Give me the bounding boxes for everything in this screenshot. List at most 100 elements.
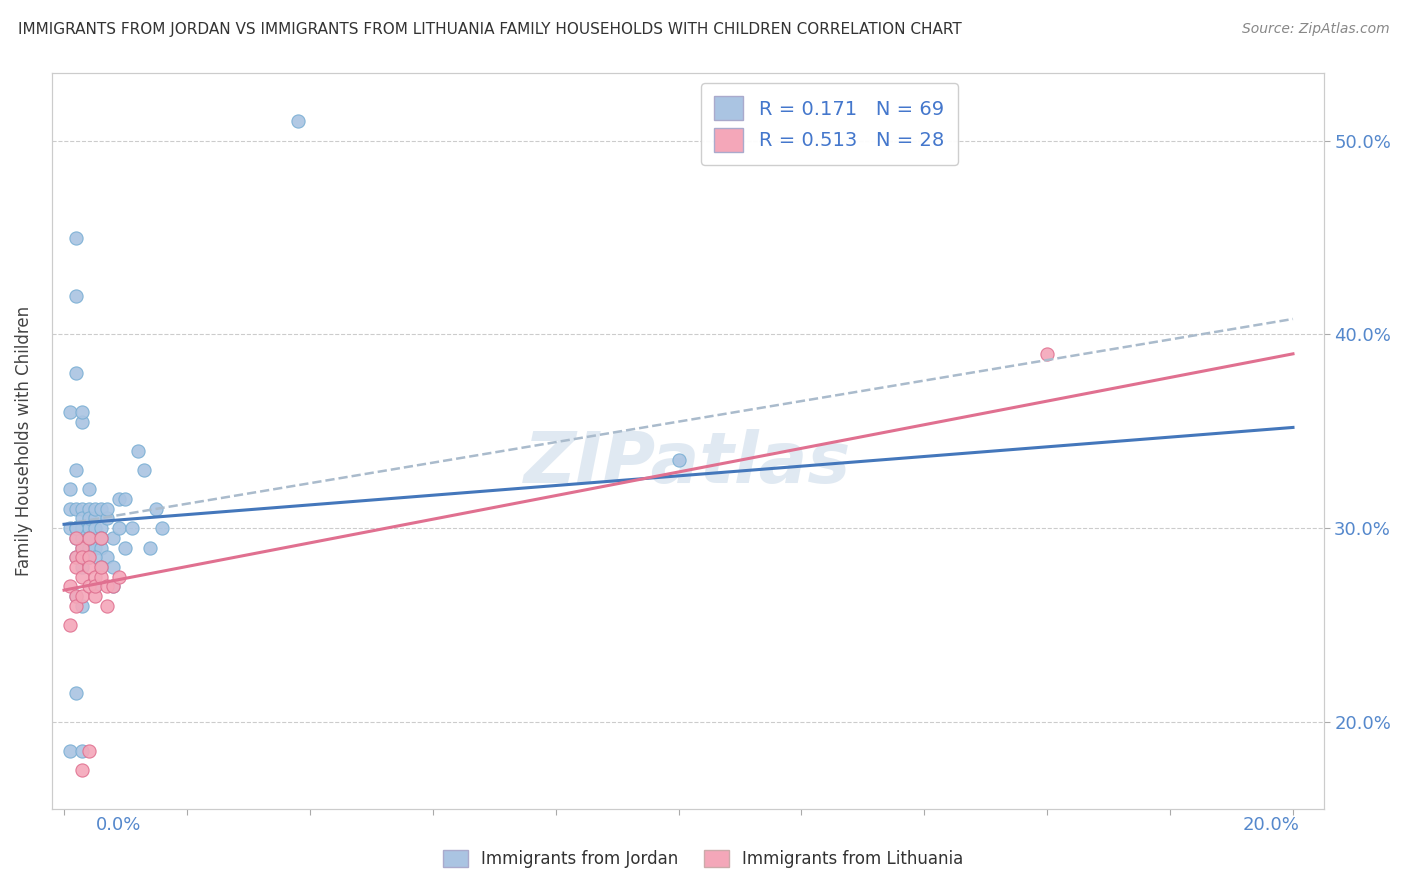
- Point: [83, 501, 105, 516]
- Point: [72, 764, 94, 778]
- Point: [90, 531, 112, 545]
- Point: [103, 579, 125, 593]
- Point: [72, 744, 94, 758]
- Point: [65, 560, 87, 574]
- Point: [65, 531, 87, 545]
- Y-axis label: Family Households with Children: Family Households with Children: [15, 306, 32, 576]
- Point: [83, 579, 105, 593]
- Point: [77, 521, 100, 535]
- Point: [65, 521, 87, 535]
- Point: [65, 686, 87, 700]
- Point: [90, 541, 112, 555]
- Point: [121, 521, 143, 535]
- Point: [1036, 347, 1059, 361]
- Point: [65, 463, 87, 477]
- Point: [150, 521, 173, 535]
- Point: [103, 560, 125, 574]
- Point: [90, 560, 112, 574]
- Point: [668, 453, 690, 467]
- Point: [103, 579, 125, 593]
- Point: [77, 511, 100, 525]
- Point: [59, 501, 82, 516]
- Point: [72, 541, 94, 555]
- Point: [90, 531, 112, 545]
- Point: [65, 589, 87, 603]
- Point: [72, 569, 94, 583]
- Point: [77, 501, 100, 516]
- Point: [65, 289, 87, 303]
- Point: [108, 569, 131, 583]
- Point: [90, 560, 112, 574]
- Point: [65, 521, 87, 535]
- Point: [90, 531, 112, 545]
- Point: [65, 366, 87, 380]
- Point: [108, 492, 131, 507]
- Point: [145, 501, 167, 516]
- Point: [83, 589, 105, 603]
- Point: [72, 501, 94, 516]
- Point: [83, 521, 105, 535]
- Point: [59, 618, 82, 632]
- Point: [287, 114, 309, 128]
- Point: [65, 531, 87, 545]
- Legend: Immigrants from Jordan, Immigrants from Lithuania: Immigrants from Jordan, Immigrants from …: [434, 842, 972, 877]
- Point: [77, 483, 100, 497]
- Point: [65, 599, 87, 613]
- Point: [127, 443, 149, 458]
- Point: [77, 550, 100, 565]
- Point: [90, 569, 112, 583]
- Point: [83, 569, 105, 583]
- Point: [96, 550, 118, 565]
- Point: [77, 560, 100, 574]
- Point: [59, 579, 82, 593]
- Point: [77, 579, 100, 593]
- Point: [96, 511, 118, 525]
- Point: [132, 463, 155, 477]
- Point: [114, 492, 136, 507]
- Point: [65, 550, 87, 565]
- Point: [96, 599, 118, 613]
- Legend: R = 0.171   N = 69, R = 0.513   N = 28: R = 0.171 N = 69, R = 0.513 N = 28: [700, 83, 957, 165]
- Point: [72, 599, 94, 613]
- Point: [83, 541, 105, 555]
- Point: [72, 560, 94, 574]
- Point: [96, 579, 118, 593]
- Point: [77, 531, 100, 545]
- Point: [59, 521, 82, 535]
- Point: [72, 521, 94, 535]
- Point: [139, 541, 162, 555]
- Text: Source: ZipAtlas.com: Source: ZipAtlas.com: [1241, 22, 1389, 37]
- Point: [114, 541, 136, 555]
- Text: IMMIGRANTS FROM JORDAN VS IMMIGRANTS FROM LITHUANIA FAMILY HOUSEHOLDS WITH CHILD: IMMIGRANTS FROM JORDAN VS IMMIGRANTS FRO…: [18, 22, 962, 37]
- Text: 0.0%: 0.0%: [96, 816, 141, 834]
- Point: [77, 550, 100, 565]
- Point: [83, 579, 105, 593]
- Point: [77, 744, 100, 758]
- Point: [59, 744, 82, 758]
- Point: [90, 521, 112, 535]
- Point: [65, 501, 87, 516]
- Point: [77, 550, 100, 565]
- Point: [65, 550, 87, 565]
- Point: [108, 521, 131, 535]
- Point: [59, 483, 82, 497]
- Point: [77, 541, 100, 555]
- Point: [72, 405, 94, 419]
- Point: [65, 521, 87, 535]
- Point: [96, 501, 118, 516]
- Point: [77, 531, 100, 545]
- Point: [83, 531, 105, 545]
- Point: [83, 550, 105, 565]
- Point: [90, 501, 112, 516]
- Point: [72, 511, 94, 525]
- Point: [72, 589, 94, 603]
- Point: [65, 230, 87, 244]
- Point: [72, 531, 94, 545]
- Text: 20.0%: 20.0%: [1243, 816, 1299, 834]
- Point: [72, 521, 94, 535]
- Point: [72, 541, 94, 555]
- Point: [72, 550, 94, 565]
- Point: [59, 405, 82, 419]
- Point: [65, 589, 87, 603]
- Point: [83, 511, 105, 525]
